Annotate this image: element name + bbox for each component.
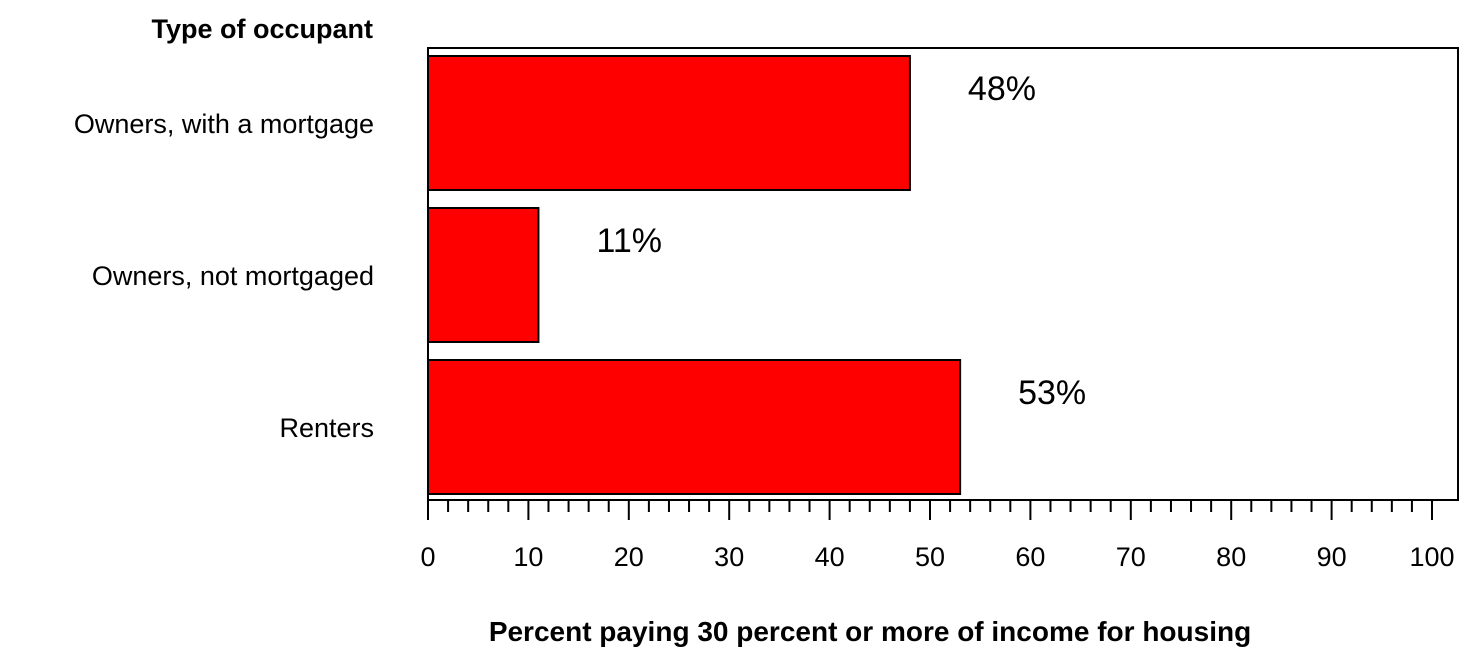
category-label: Owners, not mortgaged [92,261,374,291]
data-labels: 48% 11% 53% [596,70,1086,412]
y-axis-title: Type of occupant [151,14,373,44]
x-tick-label: 70 [1116,542,1146,572]
bar [427,207,540,343]
x-tick-label: 30 [714,542,744,572]
bar [427,55,911,191]
x-tick-label: 10 [513,542,543,572]
bars [427,55,962,495]
category-labels: Owners, with a mortgage Owners, not mortg… [74,109,374,443]
data-label: 48% [968,70,1036,108]
x-tick-label: 40 [815,542,845,572]
data-label: 53% [1018,374,1086,412]
category-label: Owners, with a mortgage [74,109,374,139]
x-tick-label: 20 [614,542,644,572]
category-label: Renters [279,413,374,443]
x-tick-label: 100 [1409,542,1454,572]
x-tick-label: 90 [1317,542,1347,572]
x-tick-label: 80 [1216,542,1246,572]
x-tick-label: 0 [420,542,435,572]
x-axis-title: Percent paying 30 percent or more of inc… [489,616,1251,647]
x-tick-label: 50 [915,542,945,572]
bar [427,359,962,495]
data-label: 11% [596,222,662,260]
x-axis: 0 10 20 30 40 50 60 70 80 90 100 [420,499,1458,572]
x-tick-label: 60 [1015,542,1045,572]
